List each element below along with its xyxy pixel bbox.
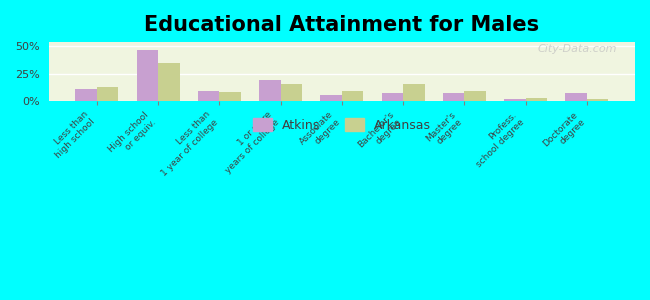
Bar	[220, 92, 240, 101]
Bar	[97, 87, 118, 101]
Bar	[464, 91, 486, 101]
Bar	[566, 93, 587, 101]
Bar	[136, 50, 158, 101]
Bar	[259, 80, 281, 101]
Bar	[443, 93, 464, 101]
Bar	[320, 95, 342, 101]
Bar	[587, 99, 608, 101]
Bar	[342, 91, 363, 101]
Bar	[158, 63, 179, 101]
Bar	[198, 91, 220, 101]
Legend: Atkins, Arkansas: Atkins, Arkansas	[248, 113, 436, 137]
Bar	[281, 83, 302, 101]
Bar	[382, 93, 403, 101]
Bar	[403, 83, 424, 101]
Bar	[75, 89, 97, 101]
Bar	[526, 98, 547, 101]
Title: Educational Attainment for Males: Educational Attainment for Males	[144, 15, 540, 35]
Text: City-Data.com: City-Data.com	[538, 44, 617, 54]
Bar	[504, 99, 526, 101]
